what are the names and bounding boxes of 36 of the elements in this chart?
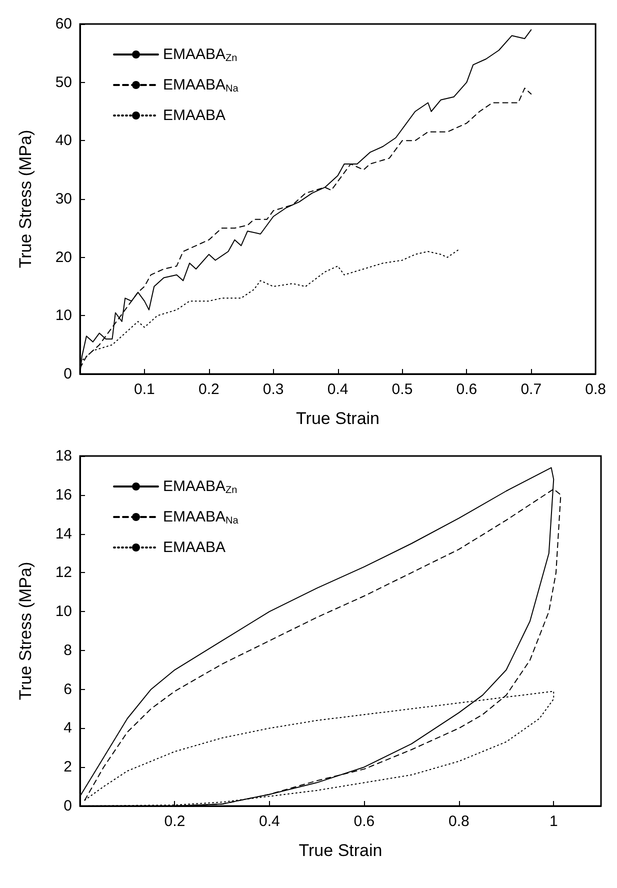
x-tick-label: 0.5 (392, 381, 413, 398)
y-axis-title: True Stress (MPa) (16, 130, 35, 268)
y-tick-label: 0 (64, 798, 72, 814)
y-tick-label: 2 (64, 758, 72, 776)
x-tick-label: 0.7 (520, 381, 542, 398)
y-tick-label: 10 (55, 603, 72, 620)
x-tick-label: 0.3 (262, 381, 284, 398)
y-axis-title: True Stress (MPa) (16, 562, 35, 700)
x-tick-label: 0.4 (327, 381, 348, 398)
y-tick-label: 4 (64, 720, 72, 737)
y-tick-label: 30 (55, 190, 72, 208)
x-tick-label: 0.1 (134, 381, 155, 398)
y-tick-label: 18 (55, 448, 72, 464)
x-tick-label: 0.4 (259, 813, 280, 830)
x-tick-label: 0.6 (456, 381, 478, 398)
x-axis-title: True Strain (296, 409, 380, 428)
y-tick-label: 8 (64, 642, 72, 659)
legend-label: EMAABA (163, 107, 226, 124)
y-tick-label: 16 (55, 486, 72, 504)
y-tick-label: 0 (64, 366, 72, 382)
y-tick-label: 14 (55, 525, 72, 542)
x-axis-title: True Strain (298, 841, 382, 860)
y-tick-label: 20 (55, 248, 72, 266)
y-tick-label: 6 (64, 680, 72, 698)
y-tick-label: 12 (55, 564, 72, 582)
y-tick-label: 40 (55, 132, 72, 150)
y-tick-label: 60 (55, 16, 72, 32)
x-tick-label: 0.2 (198, 381, 220, 398)
x-tick-label: 1 (549, 813, 558, 830)
y-tick-label: 10 (55, 307, 72, 324)
legend-label: EMAABA (163, 539, 226, 556)
x-tick-label: 0.8 (585, 381, 606, 398)
x-tick-label: 0.8 (448, 813, 470, 830)
x-tick-label: 0.2 (164, 813, 186, 830)
x-tick-label: 0.6 (354, 813, 375, 830)
y-tick-label: 50 (55, 74, 72, 91)
